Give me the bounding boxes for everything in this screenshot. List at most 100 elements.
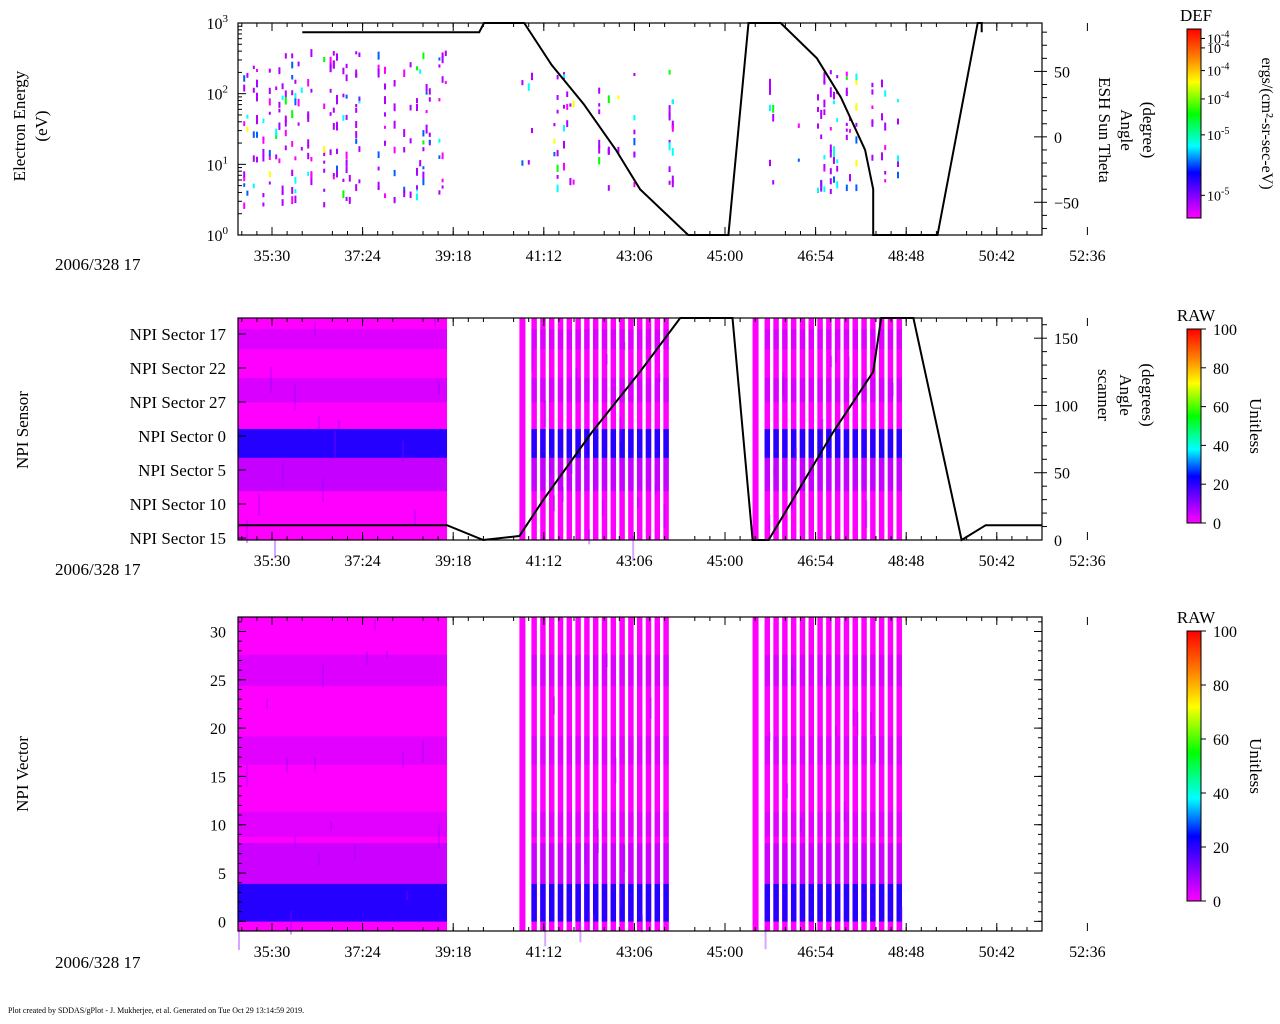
intensity-band <box>575 377 581 403</box>
intensity-band <box>645 843 652 884</box>
intensity-band <box>619 329 625 350</box>
energy-pixel <box>252 131 255 138</box>
speckle <box>561 486 564 502</box>
energy-pixel <box>884 90 887 97</box>
energy-pixel <box>563 144 565 149</box>
intensity-band <box>575 429 581 458</box>
speckle <box>402 440 404 463</box>
energy-pixel <box>323 168 326 173</box>
intensity-band <box>548 883 555 922</box>
energy-pixel <box>284 145 287 151</box>
intensity-band <box>566 811 573 837</box>
energy-pixel <box>243 171 246 178</box>
energy-pixel <box>332 175 335 180</box>
energy-pixel <box>566 91 569 98</box>
intensity-band <box>764 654 771 687</box>
energy-pixel <box>671 180 674 188</box>
energy-pixel <box>393 146 396 154</box>
energy-pixel <box>329 112 332 116</box>
energy-pixel <box>310 156 313 162</box>
right-axis-label-line: Angle <box>1117 109 1136 151</box>
energy-pixel <box>855 184 858 192</box>
energy-pixel <box>438 138 441 143</box>
intensity-band <box>548 329 555 350</box>
intensity-band <box>896 457 902 492</box>
energy-pixel <box>294 189 297 194</box>
intensity-band <box>663 883 669 922</box>
intensity-band <box>636 883 643 922</box>
intensity-band <box>601 654 608 687</box>
intensity-band <box>592 329 599 350</box>
data-stripe <box>645 617 652 931</box>
intensity-band <box>782 654 788 687</box>
y-tick-label: 100 <box>207 225 229 245</box>
energy-pixel <box>294 98 297 106</box>
colorbar-tick-label: 80 <box>1213 678 1229 695</box>
energy-pixel <box>256 115 258 120</box>
colorbar-tick-label: 10-4 <box>1207 29 1229 47</box>
energy-pixel <box>881 113 883 121</box>
intensity-band <box>531 457 537 492</box>
speckle <box>584 842 587 865</box>
energy-pixel <box>384 112 386 117</box>
energy-pixel <box>897 155 899 162</box>
intensity-band <box>773 736 779 765</box>
energy-pixel <box>556 109 559 114</box>
energy-pixel <box>422 52 425 60</box>
intensity-band <box>628 457 634 492</box>
speckle <box>843 801 846 822</box>
energy-pixel <box>281 83 284 90</box>
data-stripe <box>519 617 526 931</box>
energy-pixel <box>633 115 636 121</box>
right-tick-label: 0 <box>1054 533 1062 550</box>
speckle <box>314 757 316 772</box>
intensity-band <box>548 377 555 403</box>
intensity-band <box>799 457 806 492</box>
energy-pixel <box>310 180 313 186</box>
intensity-band <box>654 736 661 765</box>
x-tick-label: 46:54 <box>797 944 833 961</box>
energy-pixel <box>377 151 380 159</box>
x-axis: 35:30 37:24 39:18 41:12 43:06 45:00 46:54 48:48… <box>55 617 1106 972</box>
speckle <box>614 757 617 784</box>
energy-pixel <box>425 84 428 91</box>
energy-pixel <box>323 202 326 208</box>
energy-pixel <box>556 164 559 172</box>
energy-pixel <box>833 100 835 105</box>
data-stripe <box>519 318 526 540</box>
data-stripe <box>540 617 546 931</box>
intensity-band <box>764 429 771 458</box>
right-axis-label: ESH Sun Theta Angle (degree) <box>1095 77 1158 183</box>
right-tick-label: −50 <box>1054 195 1079 212</box>
right-tick-label: 50 <box>1054 64 1070 81</box>
speckle <box>649 697 652 720</box>
energy-pixel <box>284 90 287 98</box>
intensity-band <box>540 377 546 403</box>
intensity-band <box>870 329 876 350</box>
data-stripe <box>878 617 885 931</box>
intensity-band <box>861 811 867 837</box>
energy-pixel <box>833 157 835 164</box>
energy-pixel <box>342 93 345 98</box>
energy-pixel <box>297 122 300 126</box>
energy-pixel <box>820 113 823 119</box>
colorbar-tick-label: 100 <box>1213 322 1237 339</box>
intensity-band <box>601 429 608 458</box>
speckle <box>270 366 272 393</box>
intensity-band <box>540 429 546 458</box>
intensity-band <box>878 843 885 884</box>
data-stripe <box>531 617 537 931</box>
colorbar-tick-label: 10-5 <box>1207 126 1229 144</box>
intensity-band <box>557 843 564 884</box>
intensity-band <box>887 736 894 765</box>
intensity-band <box>566 457 573 492</box>
y-tick-label: 103 <box>207 13 229 33</box>
energy-pixel <box>845 71 848 77</box>
intensity-band <box>782 843 788 884</box>
speckle <box>782 372 785 396</box>
energy-pixel <box>332 172 335 177</box>
intensity-band <box>584 736 590 765</box>
energy-pixel <box>820 109 823 115</box>
energy-pixel <box>294 93 297 100</box>
energy-pixel <box>246 72 249 78</box>
